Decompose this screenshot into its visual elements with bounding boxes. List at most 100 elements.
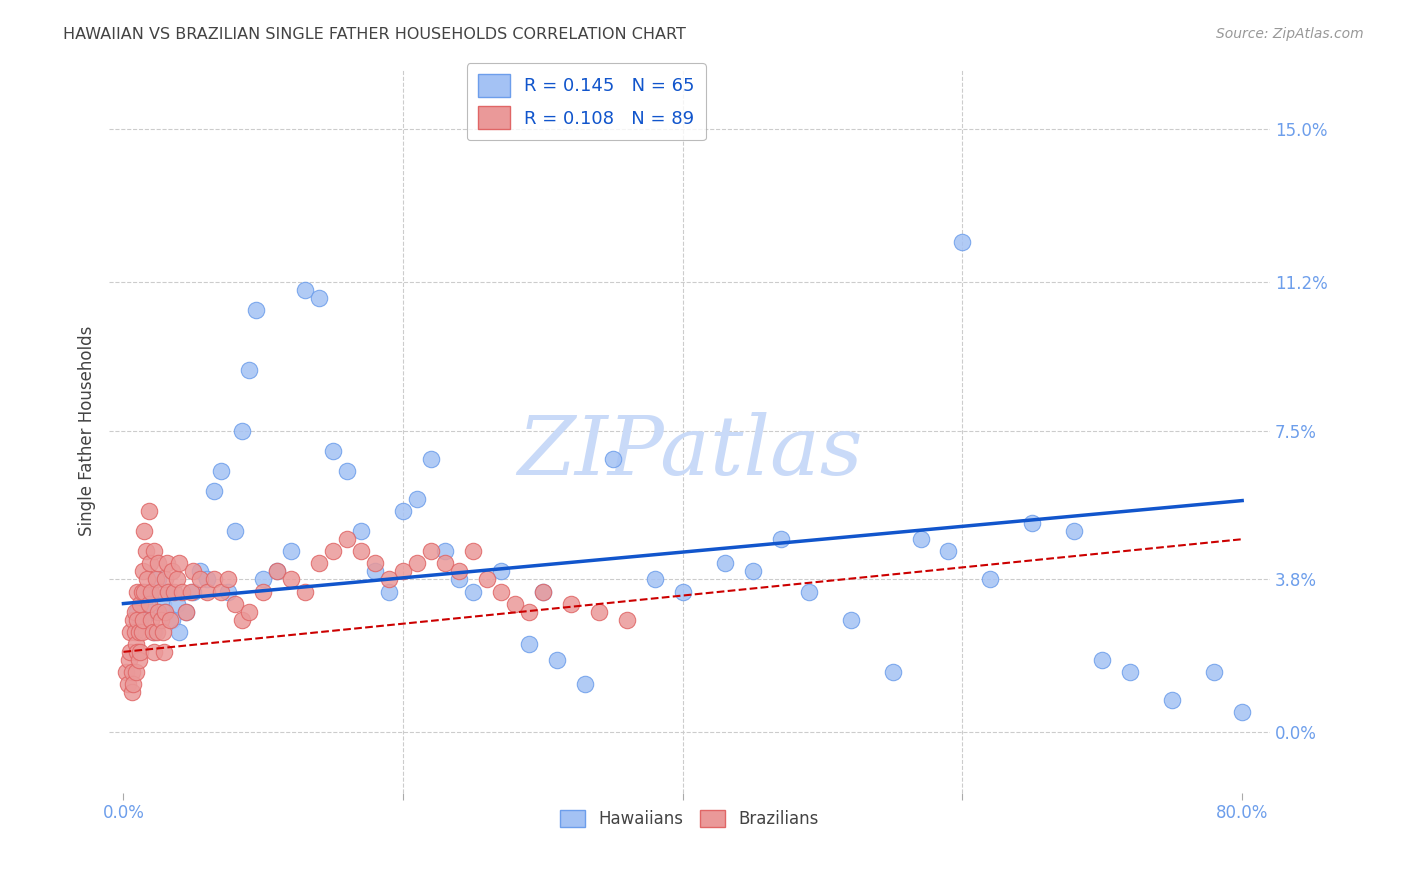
Point xyxy=(938,544,960,558)
Point xyxy=(156,557,179,571)
Point xyxy=(121,685,143,699)
Point xyxy=(531,584,554,599)
Point xyxy=(176,605,198,619)
Point xyxy=(153,645,176,659)
Point xyxy=(118,653,141,667)
Point xyxy=(172,584,194,599)
Point xyxy=(616,613,638,627)
Point xyxy=(882,665,904,679)
Point xyxy=(183,584,205,599)
Point xyxy=(134,524,156,538)
Point xyxy=(124,624,146,639)
Point xyxy=(162,613,184,627)
Point xyxy=(209,464,232,478)
Text: ZIPatlas: ZIPatlas xyxy=(517,412,862,492)
Point xyxy=(224,524,246,538)
Point xyxy=(461,584,484,599)
Point xyxy=(124,605,146,619)
Point xyxy=(475,573,498,587)
Point xyxy=(134,597,156,611)
Point xyxy=(128,653,150,667)
Point xyxy=(336,464,359,478)
Point xyxy=(159,613,181,627)
Point xyxy=(163,584,186,599)
Point xyxy=(195,584,218,599)
Point xyxy=(209,584,232,599)
Point xyxy=(155,573,177,587)
Point xyxy=(190,573,212,587)
Point xyxy=(266,565,288,579)
Legend: Hawaiians, Brazilians: Hawaiians, Brazilians xyxy=(554,804,825,835)
Point xyxy=(134,584,156,599)
Point xyxy=(280,573,302,587)
Point xyxy=(644,573,666,587)
Point xyxy=(231,613,253,627)
Point xyxy=(560,597,582,611)
Point xyxy=(162,565,184,579)
Point xyxy=(125,637,148,651)
Point xyxy=(406,557,429,571)
Point xyxy=(143,544,166,558)
Point xyxy=(148,605,170,619)
Point xyxy=(252,573,274,587)
Point xyxy=(169,624,191,639)
Point xyxy=(142,624,165,639)
Point xyxy=(135,544,157,558)
Point xyxy=(1204,665,1226,679)
Point xyxy=(1161,693,1184,707)
Point xyxy=(129,597,152,611)
Point xyxy=(169,557,191,571)
Point xyxy=(1230,705,1253,719)
Point xyxy=(952,235,974,249)
Point xyxy=(129,613,152,627)
Point xyxy=(224,597,246,611)
Point xyxy=(155,605,177,619)
Point xyxy=(145,573,167,587)
Point xyxy=(217,584,239,599)
Point xyxy=(350,544,373,558)
Point xyxy=(797,584,820,599)
Point xyxy=(392,504,415,518)
Point xyxy=(202,573,225,587)
Point xyxy=(1021,516,1043,530)
Point xyxy=(308,557,330,571)
Point xyxy=(127,584,149,599)
Point xyxy=(150,613,173,627)
Point xyxy=(1119,665,1142,679)
Point xyxy=(910,532,932,546)
Point xyxy=(138,584,160,599)
Point xyxy=(157,584,180,599)
Point xyxy=(128,624,150,639)
Point xyxy=(461,544,484,558)
Point xyxy=(149,584,172,599)
Point xyxy=(180,584,202,599)
Point xyxy=(449,573,471,587)
Point xyxy=(148,573,170,587)
Point xyxy=(139,557,162,571)
Point xyxy=(517,605,540,619)
Point xyxy=(176,605,198,619)
Point xyxy=(588,605,610,619)
Text: Source: ZipAtlas.com: Source: ZipAtlas.com xyxy=(1216,27,1364,41)
Point xyxy=(1063,524,1085,538)
Point xyxy=(157,584,180,599)
Point xyxy=(1091,653,1114,667)
Point xyxy=(434,557,457,571)
Point xyxy=(166,573,188,587)
Point xyxy=(546,653,568,667)
Point xyxy=(121,665,143,679)
Point xyxy=(129,645,152,659)
Point xyxy=(979,573,1001,587)
Point xyxy=(489,584,512,599)
Point xyxy=(503,597,526,611)
Point xyxy=(155,605,177,619)
Point xyxy=(672,584,695,599)
Point xyxy=(378,584,401,599)
Point xyxy=(531,584,554,599)
Point xyxy=(146,624,169,639)
Point xyxy=(602,451,624,466)
Point xyxy=(392,565,415,579)
Point xyxy=(245,302,267,317)
Point xyxy=(183,565,205,579)
Point xyxy=(148,557,170,571)
